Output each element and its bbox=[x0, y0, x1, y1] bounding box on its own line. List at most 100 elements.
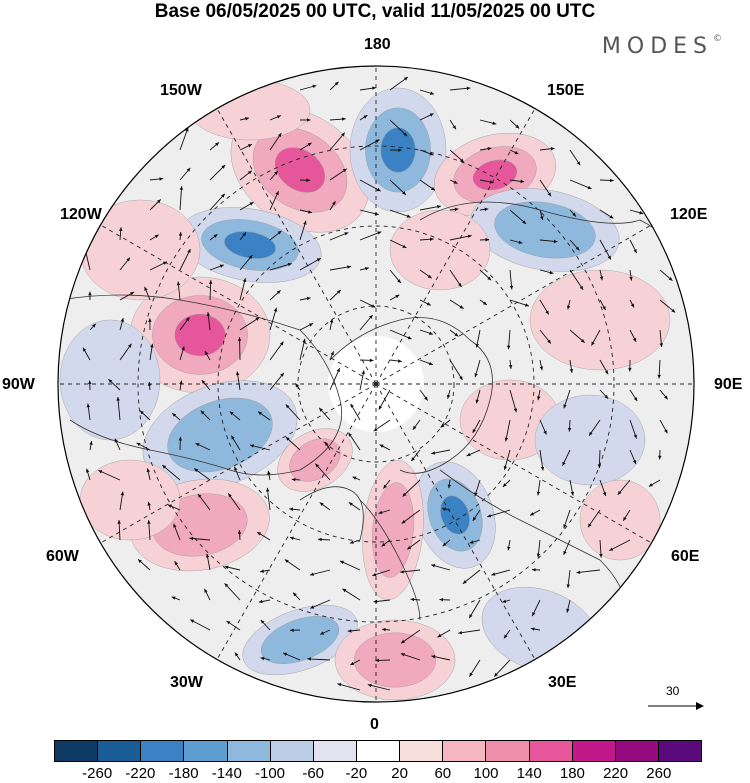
wind-arrow-head bbox=[540, 466, 545, 471]
colorbar-tick-label: 220 bbox=[603, 765, 629, 782]
wind-arrow-head bbox=[398, 148, 402, 152]
colorbar-cell bbox=[98, 741, 142, 761]
wind-arrow-head bbox=[179, 380, 183, 385]
anomaly-contour bbox=[494, 201, 596, 259]
wind-arrow-head bbox=[599, 553, 603, 558]
wind-arrow-head bbox=[609, 547, 614, 551]
wind-arrow-head bbox=[349, 540, 354, 544]
wind-arrow-head bbox=[467, 234, 472, 238]
wind-arrow-head bbox=[173, 523, 177, 528]
wind-arrow-head bbox=[406, 214, 411, 218]
wind-arrow-head bbox=[89, 441, 93, 445]
anomaly-contour bbox=[440, 495, 470, 535]
wind-arrow-head bbox=[474, 492, 478, 497]
colorbar-cell bbox=[529, 741, 573, 761]
wind-arrow bbox=[458, 629, 481, 634]
colorbar-tick-label: -100 bbox=[254, 765, 286, 782]
wind-arrow-head bbox=[402, 244, 407, 248]
coastline bbox=[59, 294, 342, 476]
wind-arrow-head bbox=[514, 150, 519, 155]
wind-arrow-head bbox=[587, 185, 592, 190]
anomaly-contour bbox=[224, 231, 276, 259]
wind-arrow-head bbox=[623, 516, 627, 521]
wind-arrow-head bbox=[290, 628, 294, 632]
colorbar-cell bbox=[184, 741, 228, 761]
wind-arrow-head bbox=[260, 619, 265, 624]
wind-arrow-head bbox=[350, 661, 355, 666]
wind-arrow-head bbox=[247, 170, 252, 175]
wind-arrow-head bbox=[506, 345, 511, 350]
wind-arrow-head bbox=[224, 583, 229, 588]
wind-arrow-head bbox=[234, 652, 239, 657]
wind-arrow-head bbox=[487, 514, 492, 518]
wind-arrow-head bbox=[632, 337, 637, 342]
wind-arrow-head bbox=[234, 466, 238, 471]
wind-arrow-head bbox=[249, 202, 254, 206]
wind-arrow bbox=[98, 469, 121, 481]
wind-arrow-head bbox=[162, 465, 167, 469]
wind-arrow-head bbox=[411, 457, 415, 462]
lon-label-180: 180 bbox=[364, 36, 391, 53]
colorbar-ticks: -260 -220 -180 -140 -100 -60 -20 20 60 100 140 180 2… bbox=[54, 765, 702, 783]
lon-label-150w: 150W bbox=[160, 82, 202, 99]
anomaly-contour bbox=[274, 147, 326, 193]
wind-arrow-head bbox=[466, 86, 471, 91]
wind-arrow-head bbox=[185, 127, 189, 132]
wind-arrow bbox=[389, 209, 411, 218]
wind-arrow-head bbox=[431, 655, 436, 659]
wind-arrow-head bbox=[588, 523, 592, 528]
wind-arrow-head bbox=[427, 274, 432, 279]
wind-arrow bbox=[315, 463, 331, 481]
lon-label-90w: 90W bbox=[2, 376, 35, 393]
wind-arrow-head bbox=[283, 652, 288, 656]
wind-arrow-head bbox=[320, 631, 325, 635]
wind-arrow-head bbox=[375, 139, 380, 143]
wind-arrow-head bbox=[487, 146, 492, 151]
wind-arrow-head bbox=[325, 441, 329, 446]
wind-arrow bbox=[269, 307, 277, 331]
wind-arrow-head bbox=[522, 220, 527, 224]
wind-arrow-head bbox=[318, 537, 322, 542]
wind-arrow-head bbox=[306, 296, 311, 301]
wind-arrow-head bbox=[628, 367, 632, 372]
wind-arrow-head bbox=[147, 381, 152, 386]
wind-arrow-head bbox=[174, 561, 178, 566]
wind-arrow bbox=[266, 487, 271, 511]
wind-arrow-head bbox=[148, 318, 152, 322]
colorbar-cell bbox=[356, 741, 401, 761]
wind-arrow-head bbox=[116, 397, 120, 401]
wind-arrow-head bbox=[258, 599, 263, 604]
wind-arrow-head bbox=[373, 599, 378, 604]
wind-arrow-head bbox=[150, 343, 154, 348]
lon-label-120w: 120W bbox=[60, 206, 102, 223]
wind-arrow-head bbox=[657, 374, 661, 379]
wind-arrow-head bbox=[361, 370, 365, 375]
wind-arrow-head bbox=[401, 639, 406, 644]
wind-arrow-head bbox=[280, 372, 284, 377]
wind-arrow-head bbox=[171, 596, 176, 600]
wind-arrow-head bbox=[258, 411, 262, 416]
wind-arrow-head bbox=[492, 121, 497, 125]
wind-arrow-head bbox=[85, 468, 90, 473]
wind-arrow-head bbox=[319, 407, 323, 412]
wind-arrow-head bbox=[181, 346, 185, 351]
wind-arrow-head bbox=[474, 373, 478, 378]
wind-vectors bbox=[82, 76, 676, 691]
wind-arrow bbox=[378, 389, 391, 410]
wind-arrow bbox=[179, 248, 191, 271]
wind-arrow-head bbox=[442, 542, 447, 547]
wind-arrow-head bbox=[221, 164, 226, 169]
wind-arrow-head bbox=[589, 431, 593, 436]
wind-arrow-head bbox=[306, 118, 311, 122]
wind-arrow-head bbox=[274, 171, 278, 175]
wind-arrow-head bbox=[537, 396, 541, 401]
modes-logo: MODES© bbox=[601, 34, 722, 59]
wind-arrow-head bbox=[224, 565, 229, 569]
wind-arrow bbox=[189, 619, 211, 631]
wind-arrow-head bbox=[276, 290, 281, 295]
wind-arrow-head bbox=[120, 491, 125, 496]
wind-arrow-head bbox=[454, 207, 459, 212]
lon-label-60e: 60E bbox=[671, 548, 700, 565]
lon-label-30e: 30E bbox=[548, 674, 577, 691]
